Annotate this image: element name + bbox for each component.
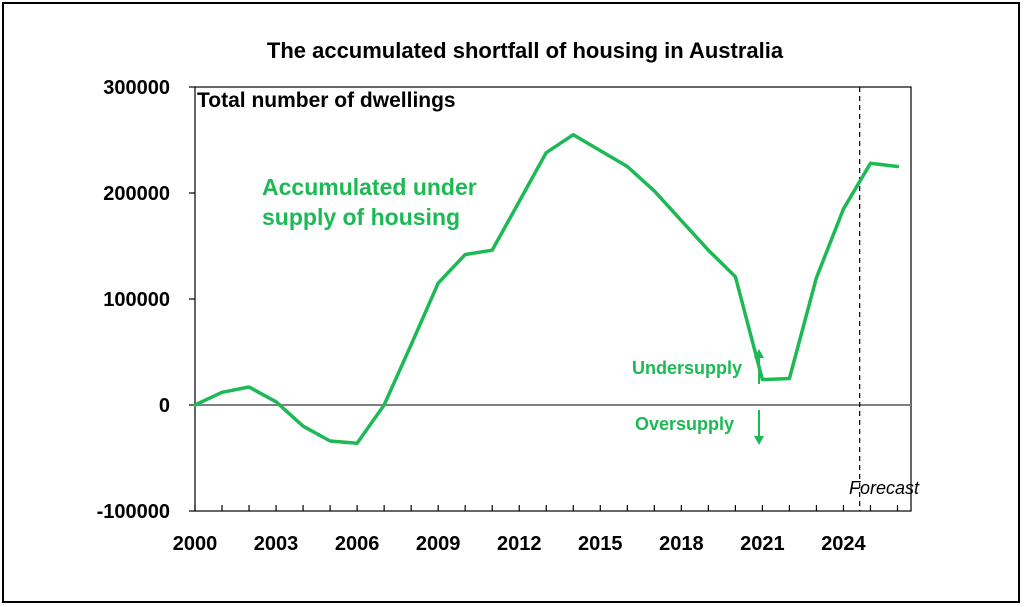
oversupply-label: Oversupply [635, 414, 734, 434]
chart-subtitle: Total number of dwellings [197, 89, 456, 112]
x-tick-label: 2012 [497, 533, 542, 555]
chart-title: The accumulated shortfall of housing in … [267, 38, 784, 63]
y-tick-label: -100000 [97, 501, 170, 523]
x-axis: 2000 2003 2006 2009 2012 2015 2018 2021 2024 [173, 505, 899, 555]
up-arrow-icon [754, 349, 764, 384]
x-tick-label: 2000 [173, 533, 218, 555]
x-tick-label: 2021 [740, 533, 785, 555]
series-label-line2: supply of housing [262, 204, 460, 230]
x-tick-label: 2024 [821, 533, 866, 555]
x-tick-label: 2003 [254, 533, 299, 555]
series-line-accumulated-under-supply [193, 132, 900, 445]
plot-area [194, 86, 912, 512]
y-axis: 300000 200000 100000 0 -100000 [97, 77, 195, 523]
x-tick-label: 2015 [578, 533, 623, 555]
series-label-line1: Accumulated under [262, 174, 477, 200]
y-tick-label: 300000 [103, 77, 170, 99]
down-arrow-icon [754, 410, 764, 445]
undersupply-label: Undersupply [632, 358, 742, 378]
x-tick-label: 2018 [659, 533, 704, 555]
x-tick-label: 2009 [416, 533, 461, 555]
forecast-label: Forecast [849, 478, 920, 498]
y-tick-label: 100000 [103, 289, 170, 311]
y-tick-label: 0 [159, 395, 170, 417]
y-tick-label: 200000 [103, 183, 170, 205]
x-tick-label: 2006 [335, 533, 380, 555]
